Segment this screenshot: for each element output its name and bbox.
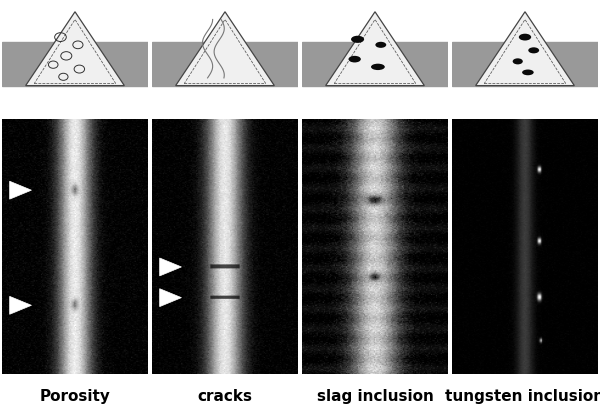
Ellipse shape [349, 56, 361, 62]
Text: tungsten inclusion: tungsten inclusion [445, 389, 600, 404]
Ellipse shape [371, 64, 385, 70]
Ellipse shape [522, 69, 534, 75]
Text: cracks: cracks [197, 389, 253, 404]
Ellipse shape [528, 47, 539, 53]
Ellipse shape [376, 42, 386, 48]
Ellipse shape [519, 34, 531, 40]
Polygon shape [26, 12, 124, 86]
Bar [302, 42, 448, 86]
Polygon shape [160, 258, 181, 276]
Polygon shape [476, 12, 574, 86]
Bar [2, 42, 148, 86]
Polygon shape [176, 12, 274, 86]
Text: Porosity: Porosity [40, 389, 110, 404]
Polygon shape [10, 296, 31, 314]
Bar [152, 42, 298, 86]
Ellipse shape [512, 58, 523, 64]
Bar [452, 42, 598, 86]
Text: slag inclusion: slag inclusion [317, 389, 433, 404]
Polygon shape [326, 12, 424, 86]
Polygon shape [10, 181, 31, 199]
Polygon shape [160, 289, 181, 307]
Ellipse shape [351, 36, 364, 43]
